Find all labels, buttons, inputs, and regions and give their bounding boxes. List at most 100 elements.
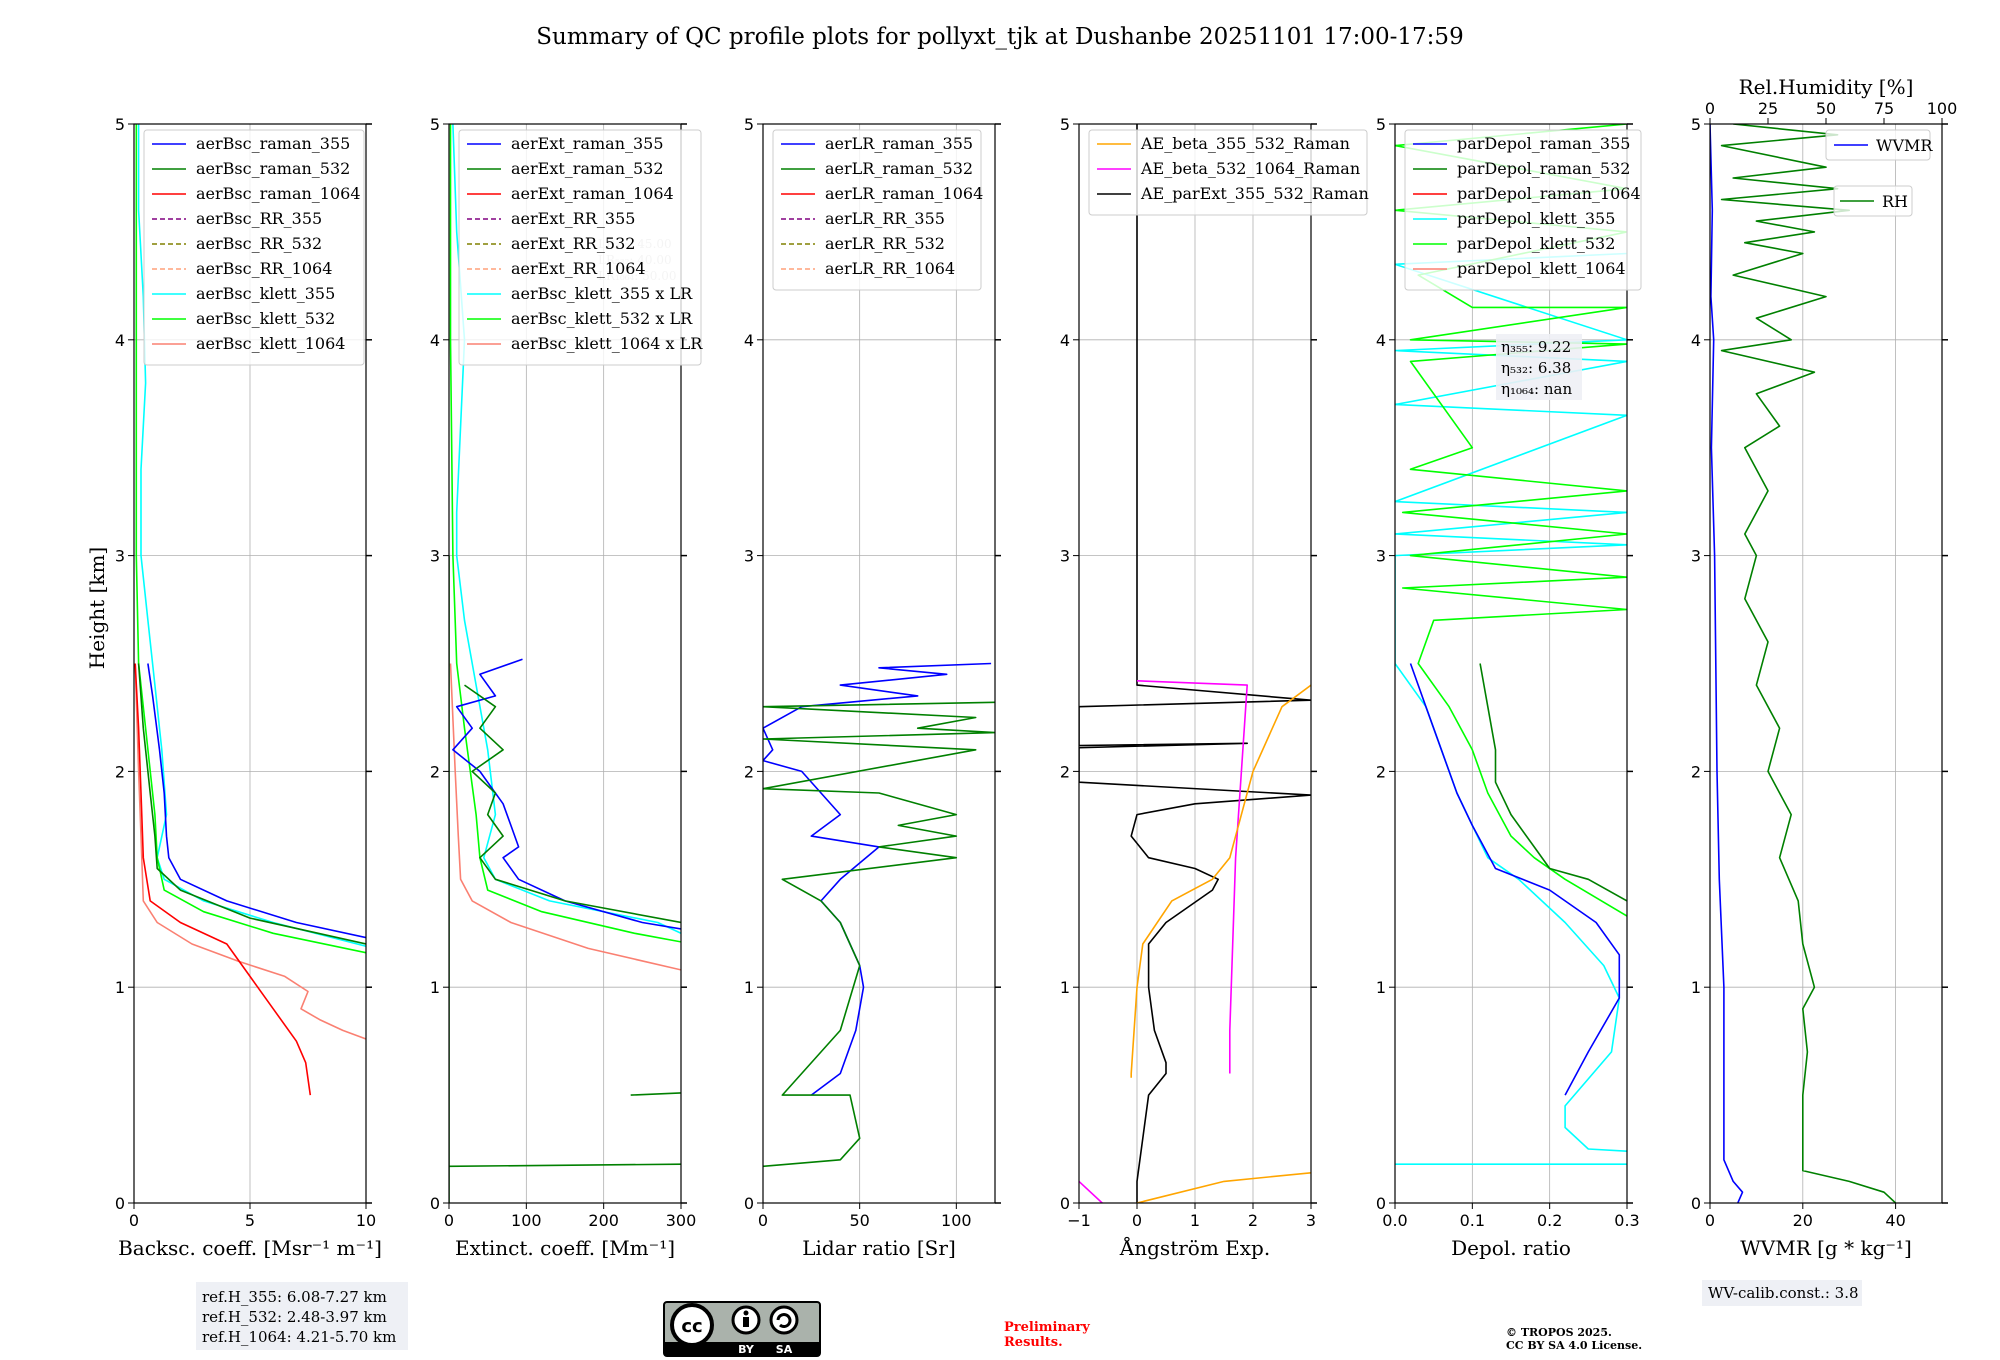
- y-tick-label: 3: [115, 547, 125, 566]
- series-group: [1079, 124, 1311, 1203]
- y-tick-label: 2: [1691, 762, 1701, 781]
- series-aerBsc_raman_1064: [134, 663, 312, 1096]
- cc-license-logo: cc BY SA: [663, 1301, 821, 1357]
- reference-height-box: ref.H_355: 6.08-7.27 km ref.H_532: 2.48-…: [196, 1282, 408, 1350]
- x-tick-label: 20: [1793, 1211, 1813, 1230]
- legend-rh: RH: [1833, 185, 1913, 217]
- series-aerBsc_klett_1064: [134, 663, 366, 1040]
- eta-box: [1496, 334, 1582, 400]
- x-tick-label: 40: [1885, 1211, 1905, 1230]
- series-group: [449, 124, 681, 1203]
- legend-entry: aerExt_RR_1064: [511, 259, 646, 278]
- y-tick-label: 2: [1060, 762, 1070, 781]
- legend-entry: aerLR_raman_355: [825, 134, 973, 153]
- legend-entry: WVMR: [1876, 136, 1933, 155]
- series-aerExt_raman_532_seg: [630, 1092, 681, 1096]
- x-tick-label: 0.0: [1382, 1211, 1407, 1230]
- legend-entry: parDepol_raman_355: [1457, 134, 1630, 153]
- series-aerBsc_klett_1064 x LR: [449, 663, 681, 971]
- y-tick-label: 1: [1376, 978, 1386, 997]
- y-tick-label: 2: [744, 762, 754, 781]
- legend-box: [772, 129, 982, 291]
- share-alike-icon: [769, 1305, 799, 1335]
- y-tick-label: 5: [744, 115, 754, 134]
- y-tick-label: 0: [1060, 1194, 1070, 1213]
- preliminary-line-1: Preliminary: [1004, 1320, 1090, 1335]
- cc-by-label: BY: [738, 1343, 755, 1356]
- legend-box: [143, 129, 365, 366]
- legend-entry: aerBsc_RR_355: [196, 209, 322, 228]
- legend-entry: aerBsc_raman_355: [196, 134, 350, 153]
- x-axis-label: WVMR [g * kg⁻¹]: [1740, 1236, 1912, 1260]
- series-AE_beta_355_532_Raman: [1130, 684, 1311, 1078]
- y-tick-label: 0: [430, 1194, 440, 1213]
- y-tick-label: 1: [1691, 978, 1701, 997]
- legend-entry: parDepol_raman_1064: [1457, 184, 1641, 203]
- axes-frame: [762, 123, 996, 1204]
- refh-355: ref.H_355: 6.08-7.27 km: [202, 1288, 387, 1306]
- eta-label: η₁₀₆₄: nan: [1501, 380, 1572, 398]
- x-tick-label: 300: [666, 1211, 697, 1230]
- y-tick-label: 3: [1060, 547, 1070, 566]
- x-tick-label: 0.1: [1460, 1211, 1485, 1230]
- y-tick-label: 3: [430, 547, 440, 566]
- legend-entry: aerBsc_klett_532 x LR: [511, 309, 693, 328]
- x-tick-label: 200: [588, 1211, 619, 1230]
- y-tick-label: 0: [1376, 1194, 1386, 1213]
- series-aerLR_raman_355: [763, 662, 992, 1096]
- x-tick-label: 0.2: [1537, 1211, 1562, 1230]
- x-tick-label: 0.3: [1614, 1211, 1639, 1230]
- legend-entry: aerBsc_klett_1064 x LR: [511, 334, 703, 353]
- preliminary-line-2: Results.: [1004, 1335, 1063, 1350]
- legend-entry: aerLR_RR_532: [825, 234, 945, 253]
- series-aerBsc_klett_355 x LR: [452, 124, 681, 935]
- series-aerExt_raman_532_low: [449, 1163, 681, 1168]
- legend-entry: aerBsc_klett_532: [196, 309, 335, 328]
- legend: aerExt_raman_355 aerExt_raman_532 aerExt_r…: [458, 129, 703, 366]
- series-aerExt_raman_532: [464, 684, 681, 924]
- y-tick-label: 0: [115, 1194, 125, 1213]
- y-tick-label: 3: [1376, 547, 1386, 566]
- legend-entry: aerBsc_RR_532: [196, 234, 322, 253]
- legend-box: [1404, 129, 1642, 291]
- refh-532: ref.H_532: 2.48-3.97 km: [202, 1308, 387, 1326]
- x-tick-label: 0: [444, 1211, 454, 1230]
- y-tick-label: 1: [115, 978, 125, 997]
- copyright-line-1: © TROPOS 2025.: [1506, 1326, 1612, 1339]
- x-tick-label: 1: [1190, 1211, 1200, 1230]
- cc-sa-label: SA: [776, 1343, 793, 1356]
- legend-entry: parDepol_klett_532: [1457, 234, 1615, 253]
- legend-entry: aerBsc_raman_532: [196, 159, 350, 178]
- panel-1: 0 1 2 3 4 5 0 5 10 Backsc. coeff. [Msr⁻¹ m⁻¹] aerB…: [115, 115, 382, 1260]
- series-aerBsc_klett_532: [135, 124, 366, 954]
- x-axis-label: Lidar ratio [Sr]: [802, 1236, 956, 1260]
- y-tick-label: 0: [744, 1194, 754, 1213]
- grid: [763, 124, 995, 1203]
- x-axis-label: Backsc. coeff. [Msr⁻¹ m⁻¹]: [118, 1236, 382, 1260]
- series-aerLR_raman_532: [763, 701, 995, 1168]
- wv-calib-const: WV-calib.const.: 3.8: [1708, 1284, 1859, 1302]
- cc-icon: [670, 1303, 714, 1347]
- legend-box: [458, 129, 702, 366]
- x-axis-label: Ångström Exp.: [1119, 1235, 1270, 1260]
- legend-entry: aerBsc_klett_355 x LR: [511, 284, 693, 303]
- y-tick-label: 5: [1376, 115, 1386, 134]
- top-tick-label: 100: [1927, 99, 1958, 118]
- legend-entry: aerLR_RR_355: [825, 209, 945, 228]
- legend-entry: parDepol_klett_355: [1457, 209, 1615, 228]
- axes-frame: [1709, 123, 1943, 1204]
- grid: [1710, 124, 1942, 1203]
- panel-5: 0 1 2 3 4 5 0.0 0.1 0.2 0.3 Depol. ratio η₃₅₅: 9.22…: [1376, 115, 1642, 1260]
- y-tick-label: 4: [430, 331, 440, 350]
- x-tick-label: 3: [1306, 1211, 1316, 1230]
- eta-label: η₃₅₅: 9.22: [1501, 338, 1571, 356]
- series-group: [763, 662, 995, 1168]
- legend-entry: AE_parExt_355_532_Raman: [1140, 184, 1369, 203]
- y-tick-label: 5: [1060, 115, 1070, 134]
- x-tick-label: 100: [511, 1211, 542, 1230]
- y-tick-label: 5: [115, 115, 125, 134]
- legend-box: [1825, 129, 1931, 161]
- refh-1064: ref.H_1064: 4.21-5.70 km: [202, 1328, 396, 1346]
